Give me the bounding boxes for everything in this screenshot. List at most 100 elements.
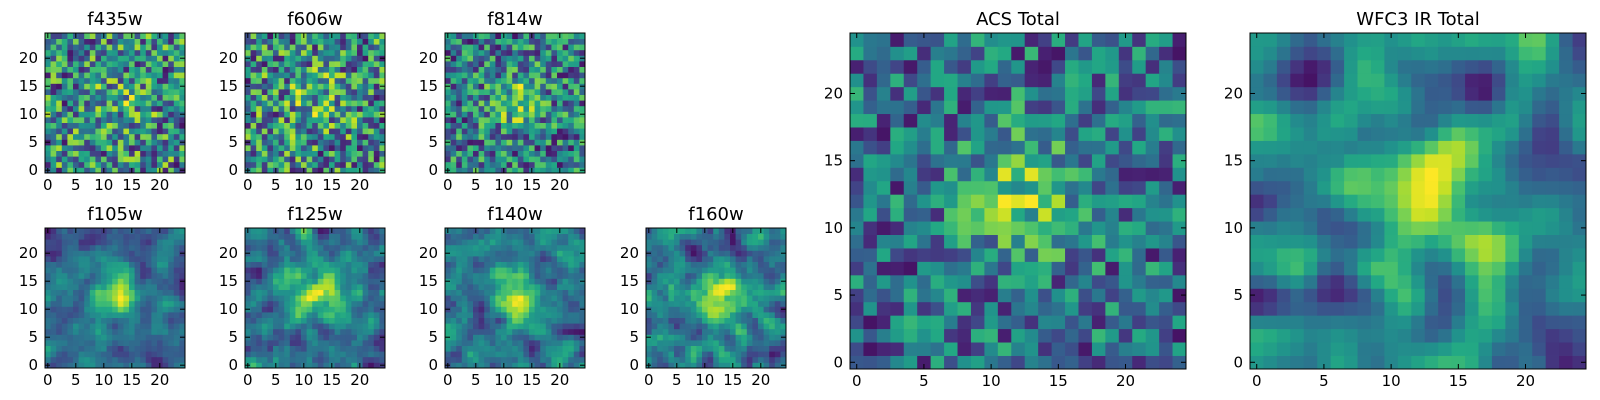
heatmap-cell bbox=[456, 267, 463, 274]
heatmap-cell bbox=[473, 328, 479, 335]
heatmap-cell bbox=[162, 89, 169, 95]
heatmap-cell bbox=[540, 66, 547, 73]
heatmap-cell bbox=[106, 161, 113, 168]
heatmap-cell bbox=[461, 117, 468, 123]
heatmap-cell bbox=[123, 228, 130, 234]
heatmap-cell bbox=[557, 351, 563, 358]
heatmap-cell bbox=[702, 334, 708, 341]
heatmap-cell bbox=[1118, 194, 1133, 209]
heatmap-cell bbox=[112, 111, 119, 118]
heatmap-cell bbox=[145, 356, 152, 363]
heatmap-cell bbox=[61, 122, 68, 129]
heatmap-cell bbox=[89, 167, 96, 174]
heatmap-cell bbox=[345, 94, 352, 101]
heatmap-cell bbox=[984, 342, 999, 356]
heatmap-cell bbox=[657, 356, 664, 363]
heatmap-cell bbox=[284, 256, 291, 262]
heatmap-cell bbox=[84, 49, 91, 56]
heatmap-cell bbox=[568, 61, 575, 67]
heatmap-cell bbox=[774, 300, 781, 307]
heatmap-cell bbox=[295, 89, 302, 95]
heatmap-cell bbox=[473, 61, 479, 67]
heatmap-cell bbox=[329, 94, 335, 101]
heatmap-cell bbox=[780, 272, 787, 279]
heatmap-cell bbox=[456, 145, 463, 151]
heatmap-cell bbox=[540, 156, 547, 163]
heatmap-cell bbox=[162, 61, 169, 67]
heatmap-cell bbox=[267, 49, 274, 56]
heatmap-cell bbox=[295, 61, 302, 67]
heatmap-cell bbox=[473, 94, 479, 101]
heatmap-cell bbox=[245, 317, 251, 324]
heatmap-cell bbox=[112, 49, 119, 56]
heatmap-cell bbox=[67, 128, 74, 135]
heatmap-cell bbox=[1051, 355, 1066, 370]
x-tick-label: 0 bbox=[443, 371, 453, 389]
heatmap-cell bbox=[534, 295, 541, 302]
heatmap-cell bbox=[735, 250, 742, 257]
heatmap-cell bbox=[696, 317, 703, 324]
heatmap-cell bbox=[340, 94, 347, 101]
heatmap-cell bbox=[473, 295, 479, 302]
heatmap-cell bbox=[970, 288, 985, 303]
heatmap-cell bbox=[763, 284, 770, 290]
heatmap-cell bbox=[450, 284, 457, 290]
heatmap-cell bbox=[67, 133, 74, 140]
heatmap-cell bbox=[106, 256, 113, 262]
heatmap-cell bbox=[484, 94, 491, 101]
y-tick-label: 20 bbox=[219, 244, 238, 262]
heatmap-cell bbox=[267, 300, 274, 307]
heatmap-cell bbox=[769, 334, 776, 341]
heatmap-cell bbox=[662, 306, 669, 313]
heatmap-cell bbox=[850, 261, 864, 276]
heatmap-cell bbox=[368, 72, 375, 79]
heatmap-cell bbox=[1172, 261, 1187, 276]
heatmap-cell bbox=[478, 61, 485, 67]
heatmap-cell bbox=[56, 250, 63, 257]
heatmap-cell bbox=[1011, 207, 1026, 222]
heatmap-cell bbox=[50, 345, 57, 352]
heatmap-cell bbox=[512, 295, 519, 302]
heatmap-cell bbox=[317, 267, 324, 274]
heatmap-cell bbox=[78, 312, 85, 318]
heatmap-cell bbox=[445, 61, 451, 67]
heatmap-cell bbox=[256, 38, 263, 45]
heatmap-cell bbox=[562, 261, 569, 268]
heatmap-cell bbox=[540, 105, 547, 112]
heatmap-cell bbox=[312, 128, 319, 135]
heatmap-cell bbox=[651, 256, 658, 262]
heatmap-cell bbox=[763, 340, 770, 346]
heatmap-cell bbox=[67, 83, 74, 90]
heatmap-cell bbox=[301, 133, 307, 140]
heatmap-cell bbox=[512, 261, 519, 268]
heatmap-cell bbox=[157, 267, 163, 274]
heatmap-cell bbox=[662, 351, 669, 358]
heatmap-cell bbox=[534, 94, 541, 101]
heatmap-cell bbox=[145, 133, 152, 140]
heatmap-cell bbox=[741, 256, 748, 262]
heatmap-cell bbox=[368, 289, 375, 296]
heatmap-cell bbox=[368, 77, 375, 84]
heatmap-cell bbox=[456, 105, 463, 112]
heatmap-cell bbox=[67, 89, 74, 95]
heatmap-cell bbox=[123, 317, 130, 324]
heatmap-cell bbox=[245, 340, 251, 346]
heatmap-cell bbox=[523, 44, 530, 51]
heatmap-cell bbox=[168, 278, 175, 285]
heatmap-cell bbox=[746, 289, 753, 296]
heatmap-cell bbox=[145, 289, 152, 296]
heatmap-cell bbox=[1159, 194, 1173, 209]
heatmap-cell bbox=[256, 150, 263, 157]
x-tick-label: 5 bbox=[71, 371, 81, 389]
heatmap-cell bbox=[317, 145, 324, 151]
heatmap-cell bbox=[245, 272, 251, 279]
heatmap-cell bbox=[301, 239, 307, 246]
heatmap-cell bbox=[179, 340, 186, 346]
heatmap-cell bbox=[484, 156, 491, 163]
heatmap-cell bbox=[334, 105, 341, 112]
heatmap-cell bbox=[323, 261, 330, 268]
heatmap-cell bbox=[557, 323, 563, 330]
heatmap-cell bbox=[545, 83, 552, 90]
heatmap-cell bbox=[944, 180, 958, 195]
heatmap-cell bbox=[56, 38, 63, 45]
